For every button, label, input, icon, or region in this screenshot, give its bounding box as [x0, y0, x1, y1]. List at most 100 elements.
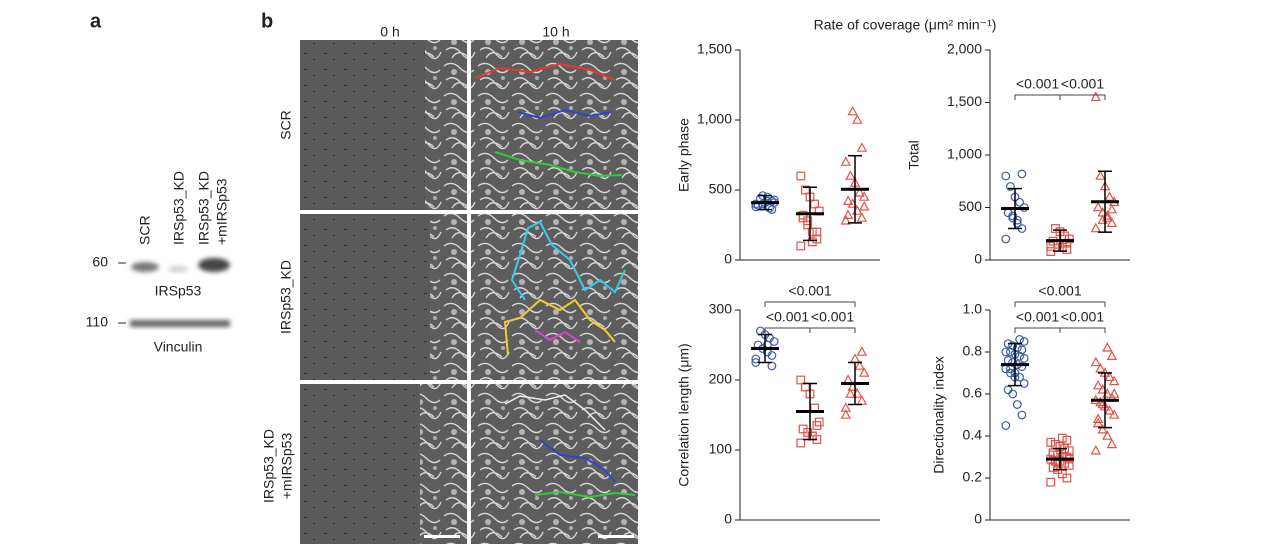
- data-point: [856, 212, 868, 222]
- significance-bracket: [1014, 94, 1061, 100]
- y-tick-label: 0: [974, 511, 982, 527]
- data-point: [796, 171, 806, 181]
- data-point: [840, 156, 852, 166]
- y-tick-label: 500: [709, 181, 733, 197]
- data-point: [1017, 169, 1027, 179]
- data-point: [1019, 353, 1029, 363]
- data-point: [852, 114, 863, 124]
- data-point: [796, 438, 806, 448]
- image: [430, 214, 467, 380]
- data-point: [1090, 356, 1102, 367]
- data-point: [856, 142, 868, 152]
- row-label: SCR: [278, 110, 294, 140]
- data-point: [1046, 477, 1056, 487]
- data-point: [812, 234, 822, 244]
- data-point: [842, 209, 854, 219]
- heading: Rate of coverage (μm² min⁻¹): [814, 17, 997, 33]
- data-point: [1057, 452, 1067, 462]
- data-point: [1062, 435, 1072, 445]
- data-point: [1046, 241, 1056, 251]
- data-point: [1106, 438, 1118, 449]
- data-point: [1106, 203, 1118, 214]
- y-tick-label: 200: [709, 371, 733, 387]
- data-point: [803, 216, 813, 226]
- image: [471, 384, 638, 544]
- y-tick-label: 0.6: [963, 385, 983, 401]
- y-axis-label: Early phase: [676, 118, 692, 192]
- significance-bracket: [1014, 301, 1106, 307]
- data-point: [854, 360, 865, 370]
- y-tick-label: 2,000: [947, 41, 982, 57]
- data-point: [1006, 182, 1015, 191]
- lane-label: SCR: [137, 215, 153, 245]
- band: [198, 258, 230, 272]
- data-point: [1008, 211, 1018, 221]
- y-tick-label: 1,000: [697, 111, 732, 127]
- y-tick-label: 0.2: [963, 469, 983, 485]
- y-tick-label: 500: [959, 198, 983, 214]
- y-tick-label: 0: [974, 251, 982, 267]
- data-point: [1064, 446, 1074, 456]
- data-point: [1102, 430, 1113, 440]
- y-tick-label: 1,500: [947, 93, 982, 109]
- y-tick-label: 0: [724, 511, 732, 527]
- image: [420, 384, 467, 544]
- significance-bracket: [809, 327, 856, 333]
- significance-bracket: [1014, 327, 1061, 333]
- data-point: [858, 367, 870, 377]
- data-point: [1003, 385, 1013, 395]
- y-tick-label: 1,000: [947, 146, 982, 162]
- image: [471, 214, 638, 380]
- y-axis-label: Directionality index: [931, 356, 947, 474]
- data-point: [1106, 217, 1118, 228]
- data-point: [1001, 234, 1011, 244]
- protein-label: IRSp53: [155, 283, 202, 299]
- panel-label: b: [261, 10, 273, 32]
- data-point: [1001, 421, 1011, 430]
- data-point: [1017, 410, 1027, 420]
- column-label: 10 h: [542, 24, 569, 40]
- data-point: [1092, 413, 1104, 423]
- data-point: [1092, 201, 1104, 212]
- y-tick-label: 0: [724, 251, 732, 267]
- data-point: [751, 354, 761, 364]
- p-value: <0.001: [1016, 76, 1059, 92]
- data-point: [812, 227, 822, 237]
- y-tick-label: 1.0: [963, 301, 983, 317]
- p-value: <0.001: [1061, 76, 1104, 92]
- band: [131, 262, 159, 272]
- mw-label: 110: [86, 314, 109, 330]
- data-point: [810, 199, 819, 209]
- data-point: [1095, 170, 1106, 180]
- data-point: [1064, 461, 1074, 470]
- significance-bracket: [764, 327, 811, 333]
- y-axis-label: Total: [906, 140, 922, 170]
- data-point: [1015, 335, 1024, 344]
- lane-label: +mIRSp53: [214, 178, 230, 245]
- y-tick-label: 100: [709, 441, 733, 457]
- data-point: [1104, 191, 1115, 201]
- image: [425, 40, 467, 210]
- data-point: [845, 388, 856, 398]
- data-point: [1090, 222, 1102, 233]
- data-point: [1050, 224, 1060, 233]
- data-point: [1001, 347, 1011, 357]
- p-value: <0.001: [1038, 283, 1081, 299]
- y-tick-label: 1,500: [697, 41, 732, 57]
- lane-label: IRSp53_KD: [171, 171, 187, 245]
- row-label: +mIRSp53: [279, 433, 295, 500]
- protein-label: Vinculin: [154, 339, 203, 355]
- data-point: [845, 170, 856, 180]
- data-point: [1097, 423, 1108, 434]
- data-point: [812, 421, 822, 430]
- data-point: [840, 409, 852, 419]
- data-point: [1108, 388, 1120, 398]
- data-point: [1001, 171, 1011, 181]
- panel-label: a: [90, 10, 102, 32]
- column-label: 0 h: [380, 24, 399, 40]
- data-point: [798, 424, 808, 434]
- p-value: <0.001: [1061, 309, 1104, 325]
- data-point: [1046, 437, 1056, 447]
- y-tick-label: 0.4: [963, 427, 983, 443]
- data-point: [1015, 197, 1024, 207]
